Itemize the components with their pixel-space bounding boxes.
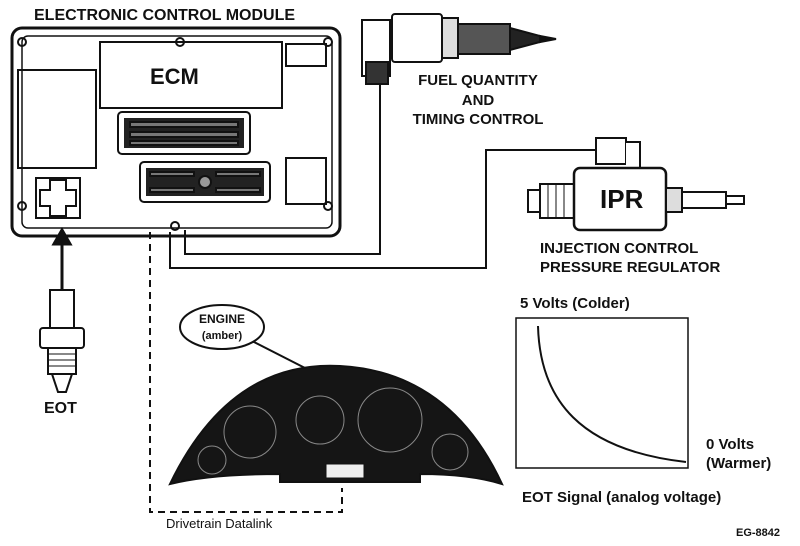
fuel-label-line2: AND (461, 92, 495, 109)
ecm-connector-upper (117, 111, 251, 155)
engine-callout-subtitle: (amber) (201, 330, 243, 342)
figure-code: EG-8842 (736, 527, 781, 539)
ipr-caption-line2: PRESSURE REGULATOR (540, 259, 721, 276)
eot-arrow (51, 226, 73, 290)
ipr-caption-line1: INJECTION CONTROL (540, 240, 699, 257)
graph-caption: EOT Signal (analog voltage) (522, 489, 722, 506)
fuel-label-line1: FUEL QUANTITY (418, 72, 538, 89)
graph-bottom-label-line2: (Warmer) (706, 455, 772, 472)
fuel-injector (361, 13, 557, 85)
eot-graph (515, 317, 689, 469)
ipr-regulator (527, 137, 745, 232)
fuel-label-line3: TIMING CONTROL (412, 111, 544, 128)
datalink-label: Drivetrain Datalink (166, 516, 273, 531)
graph-top-label: 5 Volts (Colder) (520, 295, 630, 312)
engine-callout (179, 304, 306, 369)
ecm-connector-lower (139, 161, 271, 203)
eot-label: EOT (44, 400, 77, 417)
ecm-small-connector (35, 177, 81, 219)
eot-sensor (39, 289, 85, 393)
instrument-cluster (168, 364, 504, 486)
wiring (149, 84, 596, 513)
ecm-label: ECM (150, 64, 199, 89)
ipr-label: IPR (600, 184, 644, 214)
ecm-title: ELECTRONIC CONTROL MODULE (34, 7, 296, 24)
engine-callout-title: ENGINE (198, 312, 245, 326)
graph-bottom-label-line1: 0 Volts (706, 436, 755, 453)
